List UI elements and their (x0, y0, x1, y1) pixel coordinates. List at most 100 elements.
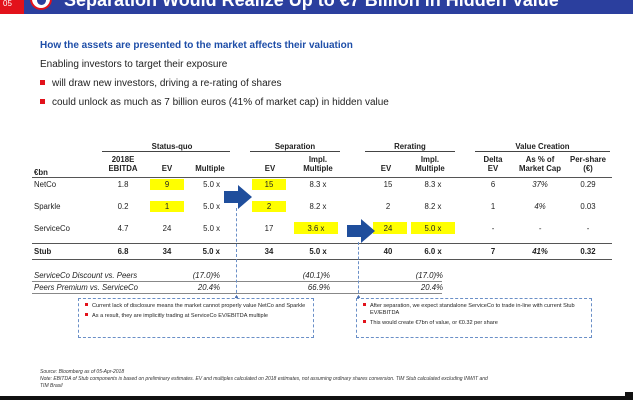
group-title-status-quo: Status-quo (151, 142, 193, 151)
right-arrow-icon (224, 185, 252, 209)
cell-ev: 9 (164, 180, 170, 189)
cell-rer-ev: 40 (383, 247, 393, 256)
callout-left: Current lack of disclosure means the mar… (78, 298, 314, 338)
bullet-square-icon (85, 303, 88, 306)
connector-dot-icon (235, 296, 238, 299)
group-title-rerating: Rerating (394, 142, 426, 151)
cell-rerating: (17.0)% (415, 271, 443, 280)
bullet-text: will draw new investors, driving a re-ra… (52, 78, 282, 89)
callout-text: Current lack of disclosure means the mar… (92, 303, 306, 309)
cell-pct: 41% (532, 247, 548, 256)
cell-pct: 37% (532, 180, 548, 189)
cell-delta: 7 (490, 247, 496, 256)
row-label: Peers Premium vs. ServiceCo (34, 283, 138, 292)
col-header-rer-ev: EV (380, 164, 392, 173)
cell-sep-multiple: 5.0 x (309, 247, 327, 256)
stub-top-rule (32, 243, 612, 244)
cell-per-share: 0.29 (580, 180, 596, 189)
row-label: ServiceCo Discount vs. Peers (34, 271, 138, 280)
highlight (150, 179, 184, 190)
cell-delta: 1 (490, 202, 496, 211)
cell-sep-multiple: 3.6 x (307, 224, 325, 233)
bullet-square-icon (40, 80, 45, 85)
highlight (294, 222, 338, 234)
cell-separation: 66.9% (307, 283, 330, 292)
slide-title: Separation Would Realize Up to €7 Billio… (64, 0, 559, 10)
cell-per-share: - (586, 224, 590, 233)
footer-bar (0, 396, 633, 400)
cell-delta: 6 (490, 180, 496, 189)
cell-rerating: 20.4% (420, 283, 443, 292)
cell-sep-ev: 34 (264, 247, 274, 256)
row-label: NetCo (34, 180, 57, 189)
cell-ebitda: 1.8 (117, 180, 129, 189)
col-header-delta: Delta EV (483, 155, 503, 173)
group-underline (250, 151, 340, 152)
bullet-square-icon (40, 99, 45, 104)
header-rule (32, 177, 612, 178)
right-arrow-icon (347, 219, 375, 243)
cell-rer-multiple: 5.0 x (424, 224, 442, 233)
callout-connector (358, 242, 359, 298)
cell-delta: - (491, 224, 495, 233)
cell-multiple: 5.0 x (203, 202, 220, 211)
highlight (150, 201, 184, 212)
col-header-sep-multiple: Impl. Multiple (303, 155, 333, 173)
row-label: ServiceCo (34, 224, 70, 233)
footer-corner (625, 392, 633, 400)
row-rule (32, 293, 442, 294)
cell-ev: 24 (162, 224, 172, 233)
group-underline (475, 151, 610, 152)
unit-label: €bn (34, 168, 48, 177)
cell-ebitda: 4.7 (117, 224, 129, 233)
callout-text: After separation, we expect standalone S… (370, 303, 575, 316)
title-bar: 05 Separation Would Realize Up to €7 Bil… (0, 0, 633, 14)
group-underline (365, 151, 455, 152)
row-label: Stub (34, 247, 52, 256)
bullet-text: could unlock as much as 7 billion euros … (52, 97, 389, 108)
cell-ebitda: 0.2 (117, 202, 129, 211)
cell-rer-ev: 24 (383, 224, 393, 233)
group-underline (102, 151, 230, 152)
cell-pct: 4% (534, 202, 546, 211)
cell-sep-multiple: 8.2 x (309, 202, 327, 211)
bullet-square-icon (363, 320, 366, 323)
connector-dot-icon (357, 296, 360, 299)
cell-sep-ev: 2 (266, 202, 272, 211)
cell-ev: 34 (162, 247, 172, 256)
cell-status-quo: (17.0)% (192, 271, 220, 280)
cell-rer-multiple: 8.3 x (424, 180, 442, 189)
row-rule (32, 281, 442, 282)
group-title-separation: Separation (274, 142, 316, 151)
col-header-multiple: Multiple (195, 164, 225, 173)
callout-connector (236, 208, 237, 298)
row-label: Sparkle (34, 202, 61, 211)
page-number: 05 (0, 0, 24, 14)
cell-per-share: 0.03 (580, 202, 596, 211)
col-header-ev: EV (161, 164, 173, 173)
highlight (411, 222, 455, 234)
intro-text: Enabling investors to target their expos… (40, 59, 228, 70)
cell-per-share: 0.32 (580, 247, 596, 256)
slide-subtitle: How the assets are presented to the mark… (40, 40, 353, 51)
bullet-item: will draw new investors, driving a re-ra… (40, 78, 282, 89)
cell-status-quo: 20.4% (197, 283, 220, 292)
callout-text: This would create €7bn of value, or €0.3… (370, 320, 498, 326)
cell-rer-multiple: 8.2 x (424, 202, 442, 211)
cell-sep-ev: 17 (264, 224, 274, 233)
footnote-note-cont: TIM Brasil (40, 383, 63, 389)
highlight (252, 201, 286, 212)
footnote-source: Source: Bloomberg as of 05-Apr-2018 (40, 369, 125, 375)
cell-ebitda: 6.8 (117, 247, 129, 256)
col-header-sep-ev: EV (264, 164, 276, 173)
callout-right: After separation, we expect standalone S… (356, 298, 592, 338)
bullet-square-icon (85, 313, 88, 316)
cell-separation: (40.1)% (302, 271, 330, 280)
stub-bottom-rule (32, 259, 612, 260)
cell-sep-ev: 15 (264, 180, 274, 189)
cell-multiple: 5.0 x (202, 247, 220, 256)
cell-rer-ev: 2 (385, 202, 391, 211)
group-title-value-creation: Value Creation (515, 142, 570, 151)
highlight (373, 222, 407, 234)
logo-icon (30, 0, 52, 10)
